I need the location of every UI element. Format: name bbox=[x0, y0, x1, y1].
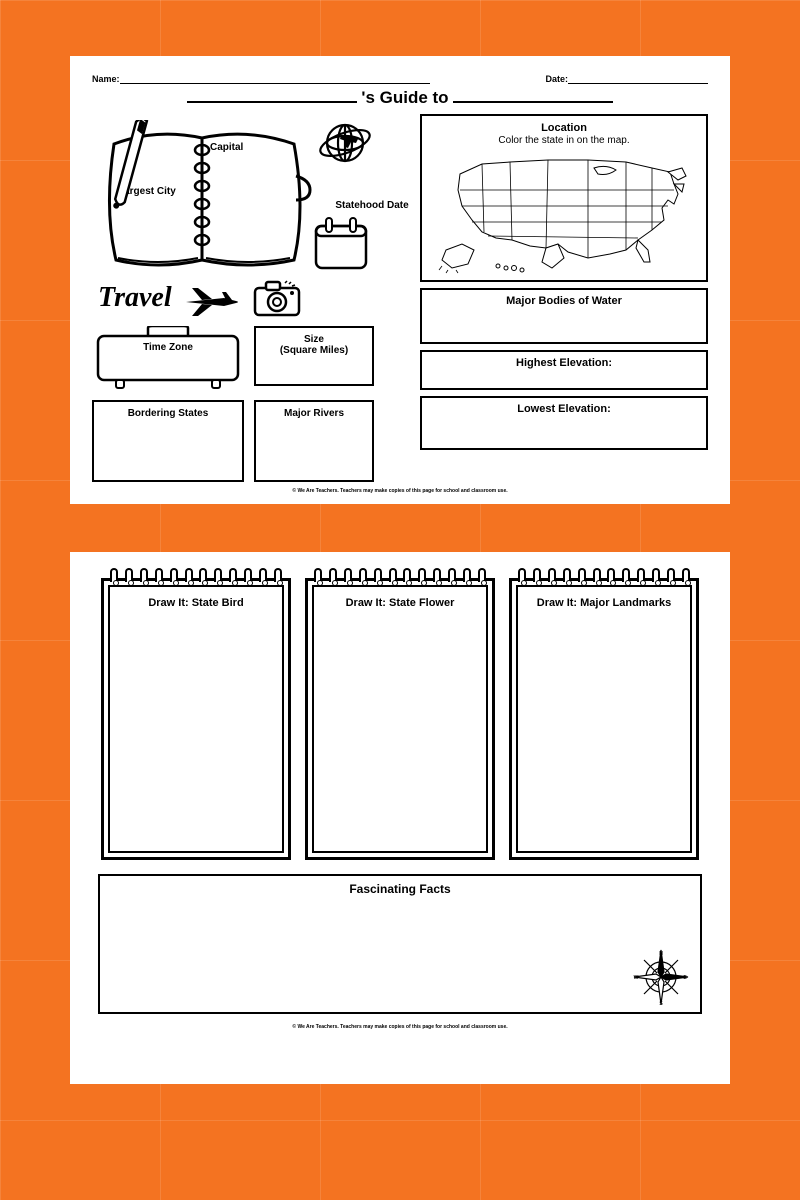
statehood-date-label: Statehood Date bbox=[332, 200, 412, 211]
bordering-states-box: Bordering States bbox=[92, 400, 244, 482]
left-column: Capital Largest City Statehood Date bbox=[92, 114, 414, 482]
spiral-binding-icon bbox=[107, 568, 285, 582]
bodies-of-water-box: Major Bodies of Water bbox=[420, 288, 708, 344]
svg-text:S: S bbox=[659, 1001, 663, 1006]
major-rivers-box: Major Rivers bbox=[254, 400, 374, 482]
spiral-binding-icon bbox=[515, 568, 693, 582]
copyright-footer: © We Are Teachers. Teachers may make cop… bbox=[92, 488, 708, 494]
lowest-elevation-box: Lowest Elevation: bbox=[420, 396, 708, 450]
airplane-icon bbox=[182, 284, 242, 320]
camera-icon bbox=[252, 280, 302, 318]
open-book-icon bbox=[98, 120, 316, 280]
fascinating-facts-box: Fascinating Facts N E S W bbox=[98, 874, 702, 1014]
page-title: 's Guide to bbox=[92, 88, 708, 108]
name-field: Name: bbox=[92, 74, 430, 84]
svg-text:N: N bbox=[659, 951, 663, 957]
worksheet-page-2: Draw It: State Bird Draw It: State Flowe… bbox=[70, 552, 730, 1084]
compass-rose-icon: N E S W bbox=[632, 948, 690, 1006]
date-field: Date: bbox=[545, 74, 708, 84]
size-box: Size (Square Miles) bbox=[254, 326, 374, 386]
right-column: Location Color the state in on the map. bbox=[420, 114, 708, 482]
worksheet-page-1: Name: Date: 's Guide to Capital Largest … bbox=[70, 56, 730, 504]
notepad-state-bird: Draw It: State Bird bbox=[101, 578, 291, 860]
highest-elevation-box: Highest Elevation: bbox=[420, 350, 708, 390]
travel-text: Travel bbox=[98, 282, 172, 314]
globe-plane-icon bbox=[318, 116, 372, 170]
usa-map-icon bbox=[438, 150, 690, 274]
spiral-binding-icon bbox=[311, 568, 489, 582]
notepad-state-flower: Draw It: State Flower bbox=[305, 578, 495, 860]
location-box: Location Color the state in on the map. bbox=[420, 114, 708, 282]
notepad-landmarks: Draw It: Major Landmarks bbox=[509, 578, 699, 860]
calendar-icon bbox=[312, 216, 370, 272]
copyright-footer: © We Are Teachers. Teachers may make cop… bbox=[92, 1024, 708, 1030]
header-row: Name: Date: bbox=[92, 74, 708, 84]
svg-text:E: E bbox=[683, 975, 687, 981]
time-zone-box: Time Zone bbox=[92, 326, 244, 390]
svg-text:W: W bbox=[634, 975, 639, 981]
